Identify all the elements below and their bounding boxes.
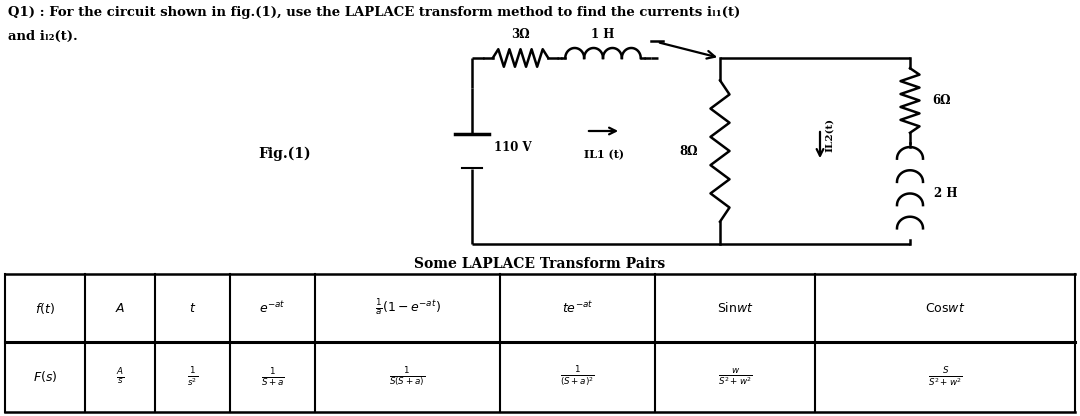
Text: $\frac{1}{S+a}$: $\frac{1}{S+a}$	[260, 366, 284, 388]
Text: $\frac{S}{S^2+w^2}$: $\frac{S}{S^2+w^2}$	[928, 365, 962, 389]
Text: Q1) : For the circuit shown in fig.(1), use the LAPLACE transform method to find: Q1) : For the circuit shown in fig.(1), …	[8, 6, 740, 19]
Text: $t$: $t$	[189, 302, 197, 314]
Text: $f(t)$: $f(t)$	[35, 300, 55, 315]
Text: Fig.(1): Fig.(1)	[259, 147, 311, 161]
Text: $\frac{A}{s}$: $\frac{A}{s}$	[116, 367, 124, 387]
Text: Some LAPLACE Transform Pairs: Some LAPLACE Transform Pairs	[415, 257, 665, 271]
Text: $\frac{1}{(S+a)^2}$: $\frac{1}{(S+a)^2}$	[561, 365, 595, 389]
Text: $A$: $A$	[114, 302, 125, 314]
Text: IL2(t): IL2(t)	[825, 118, 834, 152]
Text: $te^{-at}$: $te^{-at}$	[562, 300, 593, 316]
Text: 6Ω: 6Ω	[932, 94, 950, 107]
Text: 110 V: 110 V	[494, 141, 531, 154]
Text: 8Ω: 8Ω	[679, 144, 698, 158]
Text: $\frac{1}{s^2}$: $\frac{1}{s^2}$	[187, 365, 198, 389]
Text: IL1 (t): IL1 (t)	[584, 149, 624, 160]
Text: 2 H: 2 H	[934, 187, 958, 200]
Text: $e^{-at}$: $e^{-at}$	[259, 300, 286, 316]
Text: and iₗ₂(t).: and iₗ₂(t).	[8, 30, 78, 43]
Text: 3Ω: 3Ω	[511, 28, 530, 41]
Text: $\frac{1}{a}(1-e^{-at})$: $\frac{1}{a}(1-e^{-at})$	[375, 298, 441, 318]
Text: $\frac{w}{S^2+w^2}$: $\frac{w}{S^2+w^2}$	[717, 366, 753, 387]
Text: 1 H: 1 H	[592, 28, 615, 41]
Text: $\mathrm{Sin}wt$: $\mathrm{Sin}wt$	[717, 301, 754, 315]
Text: $F(s)$: $F(s)$	[32, 369, 57, 384]
Text: $\frac{1}{S(S+a)}$: $\frac{1}{S(S+a)}$	[390, 365, 426, 389]
Text: $\mathrm{Cos}wt$: $\mathrm{Cos}wt$	[924, 302, 966, 314]
